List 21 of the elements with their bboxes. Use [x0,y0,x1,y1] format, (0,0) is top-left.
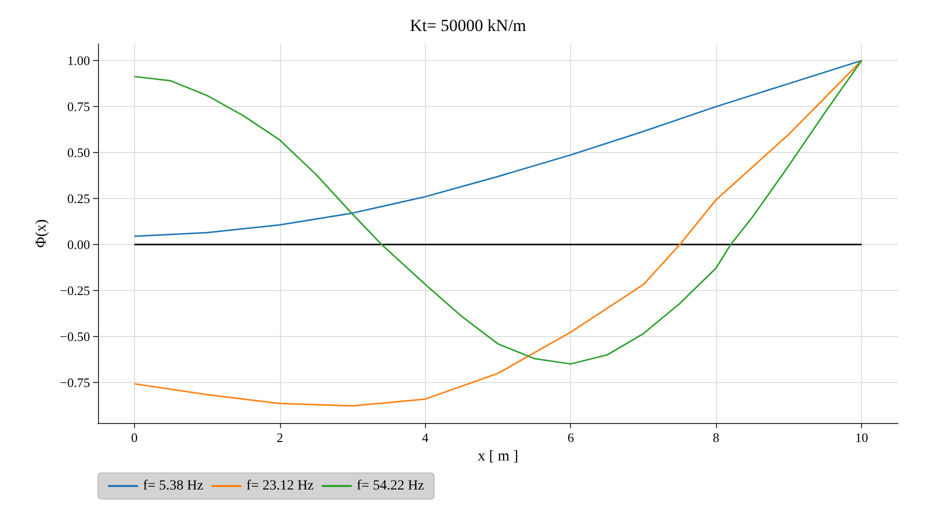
legend-label: f= 54.22 Hz [356,478,424,494]
y-tick-label: 0.75 [67,99,90,114]
y-tick-label: 0.00 [67,237,90,252]
x-tick-label: 10 [855,430,868,445]
x-tick-label: 4 [422,430,430,445]
x-axis-title: x [ m ] [478,448,518,464]
legend-label: f= 5.38 Hz [143,478,204,494]
y-axis-title: Φ(x) [34,219,50,248]
y-tick-label: −0.50 [60,329,90,344]
y-tick-label: −0.75 [60,375,90,390]
y-tick-label: −0.25 [60,283,90,298]
line-series [134,60,862,238]
x-tick-label: 6 [567,430,574,445]
chart-title: Kt= 50000 kN/m [410,16,526,35]
legend-label: f= 23.12 Hz [246,478,314,494]
x-tick-label: 2 [276,430,284,445]
y-tick-label: 0.50 [67,145,90,160]
x-tick-label: 8 [712,430,720,445]
y-tick-label: 0.25 [67,191,90,206]
y-tick-label: 1.00 [67,53,90,68]
x-tick-label: 0 [131,430,138,445]
